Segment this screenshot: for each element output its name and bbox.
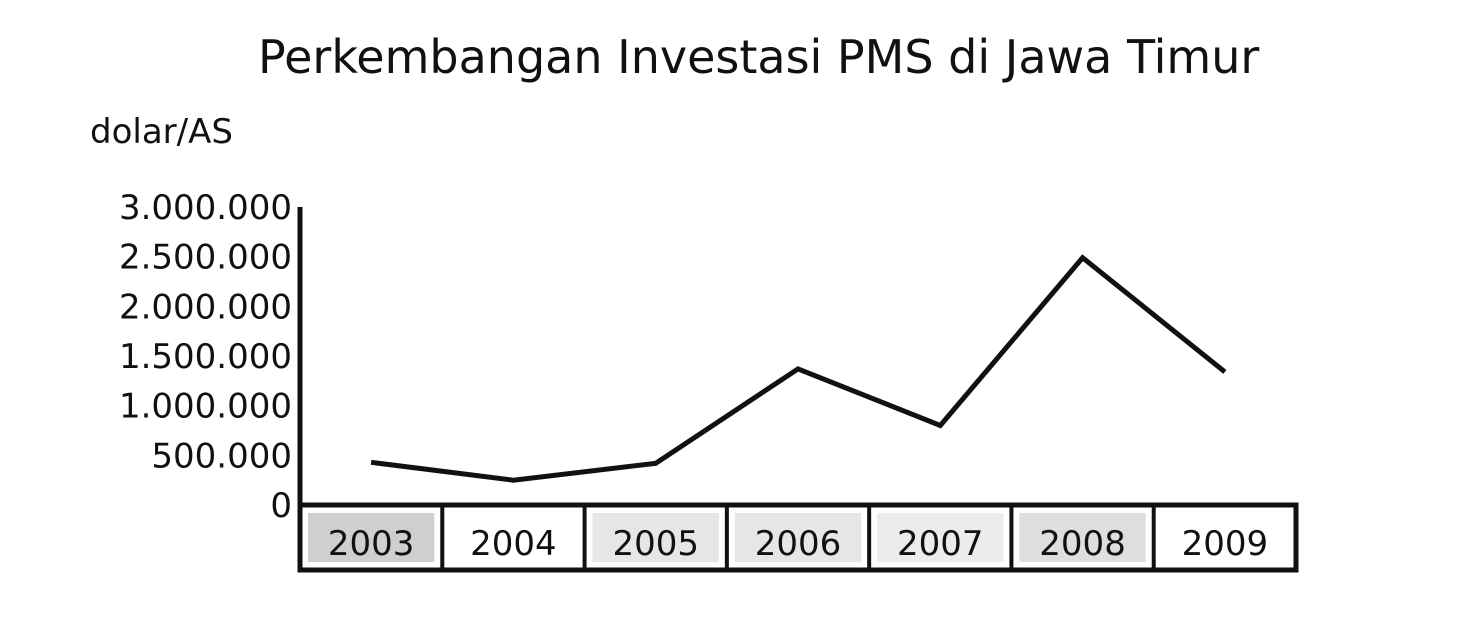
y-tick-label: 2.500.000 <box>119 238 292 278</box>
y-tick-label: 0 <box>270 486 292 526</box>
y-tick-label: 1.000.000 <box>119 387 292 427</box>
category-boxes: 2003 2004 2005 2006 2007 2008 2009 <box>297 502 1299 573</box>
x-tick-label: 2006 <box>755 524 842 564</box>
category-cell <box>450 513 577 562</box>
y-tick-label: 1.500.000 <box>119 337 292 377</box>
y-tick-label: 3.000.000 <box>119 188 292 228</box>
category-cell <box>734 513 862 562</box>
y-axis-label: dolar/AS <box>90 112 233 152</box>
category-cell <box>1019 513 1146 562</box>
x-tick-label: 2007 <box>897 524 984 564</box>
chart-title: Perkembangan Investasi PMS di Jawa Timur <box>258 30 1260 84</box>
y-tick-labels: 0 500.000 1.000.000 1.500.000 2.000.000 2.500… <box>119 188 292 526</box>
series-line <box>370 254 1227 483</box>
category-cell <box>1161 513 1288 562</box>
category-cell <box>308 513 435 562</box>
x-tick-label: 2008 <box>1039 524 1126 564</box>
x-tick-label: 2004 <box>470 524 557 564</box>
x-tick-label: 2003 <box>328 524 415 564</box>
x-tick-label: 2009 <box>1182 524 1269 564</box>
y-tick-label: 2.000.000 <box>119 287 292 327</box>
category-cell <box>592 513 719 562</box>
x-tick-label: 2005 <box>612 524 699 564</box>
category-cell <box>877 513 1004 562</box>
y-tick-label: 500.000 <box>151 436 292 476</box>
